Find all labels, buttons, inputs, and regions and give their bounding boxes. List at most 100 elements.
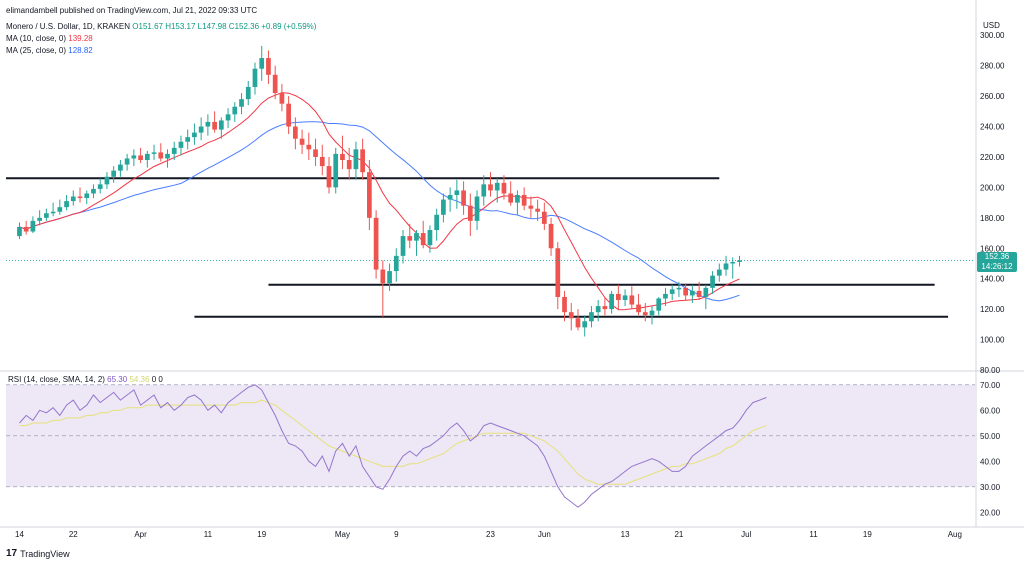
candle-body	[636, 304, 641, 313]
candle-body	[615, 293, 621, 300]
candle-body	[367, 172, 372, 218]
candle-body	[192, 132, 197, 138]
currency-label: USD	[983, 21, 1000, 30]
rsi-label: RSI (14, close, SMA, 14, 2)	[8, 375, 105, 384]
candle-body	[548, 223, 554, 249]
candle-body	[64, 201, 69, 208]
bar-countdown: 14:26:12	[981, 262, 1013, 271]
time-tick-label: 14	[15, 530, 24, 539]
candle-body	[427, 230, 433, 246]
candle-body	[118, 164, 123, 171]
price-tick-label: 260.00	[980, 92, 1005, 101]
ma10-line	[19, 92, 740, 311]
candle-body	[198, 126, 204, 133]
symbol-title: Monero / U.S. Dollar, 1D, KRAKEN	[6, 22, 131, 31]
ma25-line	[19, 121, 740, 302]
candle-body	[373, 217, 379, 270]
candle-body	[279, 93, 285, 104]
ma10-value: 139.28	[68, 34, 93, 43]
publisher-line: elimandambell published on TradingView.c…	[6, 6, 258, 15]
candle-body	[696, 290, 702, 297]
candle-body	[703, 287, 709, 297]
rsi-tick-label: 20.00	[980, 508, 1001, 517]
price-tick-label: 240.00	[980, 123, 1005, 132]
candle-body	[326, 166, 332, 188]
candle-body	[91, 188, 96, 194]
time-tick-label: 11	[809, 530, 818, 539]
candle-body	[515, 195, 520, 203]
candle-body	[131, 155, 137, 159]
candle-body	[407, 236, 413, 241]
time-tick-label: 22	[69, 530, 78, 539]
candle-body	[663, 293, 668, 299]
rsi-value: 65.30	[107, 375, 128, 384]
time-tick-label: 21	[674, 530, 683, 539]
candle-body	[353, 149, 359, 170]
price-tick-label: 180.00	[980, 214, 1005, 223]
candle-body	[138, 155, 143, 160]
candle-body	[481, 184, 487, 197]
candle-body	[124, 158, 130, 165]
candle-body	[676, 287, 682, 290]
candle-body	[602, 306, 608, 310]
price-tick-label: 300.00	[980, 31, 1005, 40]
candle-body	[171, 147, 177, 154]
candle-body	[723, 263, 729, 270]
price-tick-label: 120.00	[980, 305, 1005, 314]
time-tick-label: Aug	[948, 530, 962, 539]
candle-body	[575, 318, 581, 328]
candle-body	[441, 199, 446, 215]
candle-body	[37, 217, 43, 221]
candle-body	[555, 248, 561, 297]
candle-body	[535, 208, 540, 212]
rsi-extra: 0 0	[151, 375, 163, 384]
candle-body	[23, 226, 29, 232]
price-tick-label: 200.00	[980, 183, 1005, 192]
candle-body	[178, 141, 184, 148]
tradingview-logo[interactable]: 17 TradingView	[6, 548, 70, 559]
candle-body	[225, 114, 231, 121]
candle-body	[683, 287, 689, 296]
candle-body	[420, 233, 426, 246]
candle-body	[716, 269, 722, 276]
price-tick-label: 80.00	[980, 366, 1001, 375]
candle-body	[30, 220, 36, 232]
candle-body	[730, 261, 736, 264]
candle-body	[447, 195, 453, 200]
candle-body	[151, 152, 157, 154]
candle-body	[340, 153, 345, 160]
rsi-sma-value: 54.36	[129, 375, 150, 384]
rsi-tick-label: 60.00	[980, 406, 1001, 415]
candle-body	[299, 138, 305, 145]
candle-body	[488, 184, 493, 191]
candle-body	[84, 193, 90, 199]
rsi-legend: RSI (14, close, SMA, 14, 2) 65.30 54.36 …	[8, 375, 163, 384]
candle-body	[595, 306, 601, 313]
candle-body	[272, 74, 278, 94]
candle-body	[205, 121, 211, 127]
candle-body	[494, 182, 500, 191]
candle-body	[313, 149, 318, 157]
ma10-legend: MA (10, close, 0) 139.28	[6, 33, 93, 45]
price-tick-label: 280.00	[980, 62, 1005, 71]
last-price: 152.36	[984, 252, 1010, 261]
candle-body	[252, 68, 258, 87]
candle-body	[609, 293, 614, 310]
time-tick-label: 23	[486, 530, 495, 539]
candle-body	[44, 213, 49, 218]
ma25-label: MA (25, close, 0)	[6, 46, 67, 55]
candle-body	[642, 312, 648, 316]
ma25-legend: MA (25, close, 0) 128.82	[6, 45, 93, 57]
candle-body	[70, 196, 76, 202]
candle-body	[158, 152, 164, 159]
time-tick-label: 11	[204, 530, 213, 539]
candle-body	[232, 106, 238, 115]
candle-body	[737, 260, 742, 262]
time-tick-label: 19	[863, 530, 872, 539]
ma25-value: 128.82	[68, 46, 93, 55]
rsi-sma-line	[19, 399, 767, 485]
candle-body	[669, 289, 675, 294]
candle-body	[218, 120, 224, 130]
candle-body	[50, 211, 56, 214]
